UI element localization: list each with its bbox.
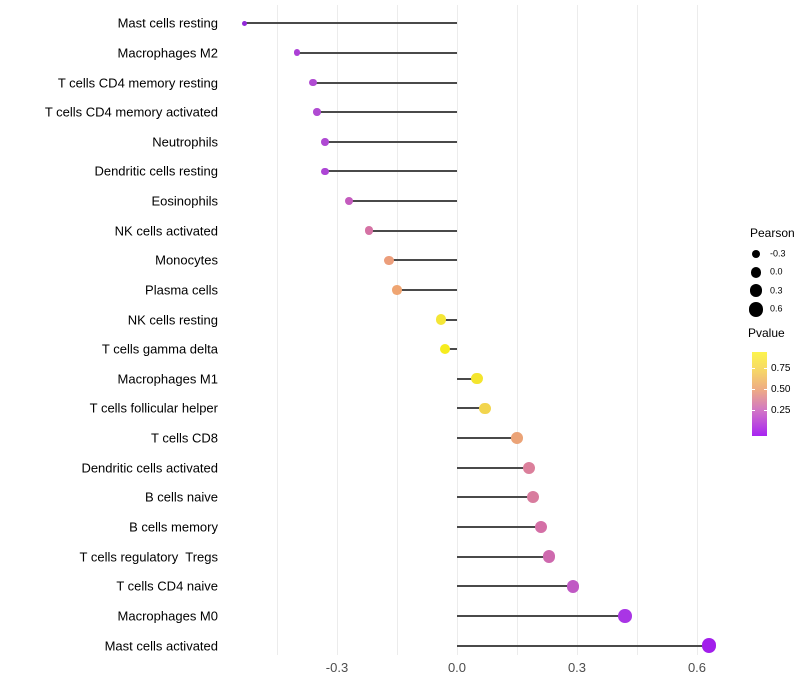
lollipop-stem [325,170,457,173]
lollipop-stem [457,614,625,617]
x-axis-tick-label: 0.3 [567,660,587,675]
lollipop-dot [566,579,580,593]
legend-size-dot [749,284,763,298]
lollipop-dot [313,108,321,116]
row-label: Dendritic cells resting [94,163,218,179]
colorbar-tick-label: 0.75 [771,362,791,374]
legend-size-label: 0.0 [770,266,783,277]
row-label: NK cells resting [127,312,218,328]
legend-color-title: Pvalue [748,326,785,340]
lollipop-stem [313,81,457,84]
row-label: Plasma cells [145,282,218,298]
lollipop-stem [457,466,529,469]
lollipop-stem [389,259,457,262]
colorbar-tick-label: 0.25 [771,404,791,416]
row-label: Mast cells resting [117,15,218,31]
x-axis-tick-label: -0.3 [325,660,349,675]
lollipop-stem [457,437,517,440]
lollipop-dot [293,49,301,57]
row-label: Macrophages M0 [117,608,218,624]
lollipop-stem [245,22,457,25]
row-label: T cells CD8 [151,430,218,446]
lollipop-dot [392,285,402,295]
row-label: Macrophages M2 [117,45,218,61]
lollipop-stem [457,585,573,588]
lollipop-dot [309,78,317,87]
lollipop-dot [471,373,483,385]
row-label: Dendritic cells activated [81,460,218,476]
legend-size-dot [748,301,764,317]
row-label: Macrophages M1 [117,371,218,387]
gridline [457,5,458,655]
row-label: B cells naive [145,489,218,505]
gridline [577,5,578,655]
lollipop-dot [435,314,447,325]
lollipop-dot [479,402,491,415]
row-label: Monocytes [155,252,218,268]
row-label: Neutrophils [152,134,218,150]
row-label: T cells regulatory Tregs [79,549,218,565]
lollipop-dot [511,432,523,445]
lollipop-stem [441,318,457,321]
gridline [277,5,278,655]
row-label: T cells CD4 naive [116,578,218,594]
lollipop-stem [457,377,477,380]
lollipop-dot [701,638,717,653]
pvalue-colorbar [752,352,767,436]
row-label: Eosinophils [151,193,219,209]
colorbar-tick [764,368,767,370]
lollipop-dot [534,520,548,534]
x-axis-tick-label: 0.0 [447,660,467,675]
lollipop-dot [384,255,394,265]
row-label: T cells CD4 memory activated [44,104,218,120]
gridline [517,5,518,655]
row-label: B cells memory [129,519,218,535]
x-axis-tick-label: 0.6 [687,660,707,675]
lollipop-dot [321,167,329,176]
legend-size-dot [752,249,760,258]
lollipop-stem [317,111,457,114]
gridline [337,5,338,655]
lollipop-stem [457,407,485,410]
lollipop-stem [325,140,457,143]
colorbar-tick [764,389,767,391]
lollipop-stem [297,51,457,54]
row-label: NK cells activated [114,223,218,239]
lollipop-stem [445,348,457,351]
row-label: T cells gamma delta [101,341,218,357]
lollipop-stem [457,644,709,647]
lollipop-dot [321,137,329,146]
row-label: T cells follicular helper [89,400,218,416]
legend-size-title: Pearson [750,226,795,240]
colorbar-tick [752,410,755,412]
lollipop-dot [526,491,540,504]
lollipop-stem [457,526,541,528]
lollipop-stem [349,200,457,203]
lollipop-stem [397,288,457,291]
legend-size-label: -0.3 [770,248,786,259]
row-label: Mast cells activated [104,638,218,654]
lollipop-stem [457,496,533,499]
lollipop-dot [439,343,451,355]
lollipop-stem [369,229,457,232]
colorbar-tick-label: 0.50 [771,383,791,395]
colorbar-tick [764,410,767,412]
lollipop-dot [522,461,535,474]
colorbar-tick [752,389,755,391]
row-label: T cells CD4 memory resting [57,75,218,91]
gridline [697,5,698,655]
gridline [397,5,398,655]
legend-size-label: 0.6 [770,303,783,314]
lollipop-dot [344,196,354,206]
lollipop-dot [364,226,374,236]
lollipop-dot [542,550,556,563]
lollipop-dot [242,20,248,26]
colorbar-tick [752,368,755,370]
legend-size-dot [750,266,762,278]
lollipop-stem [457,555,549,558]
gridline [637,5,638,655]
lollipop-dot [618,609,632,623]
legend-size-label: 0.3 [770,285,783,296]
